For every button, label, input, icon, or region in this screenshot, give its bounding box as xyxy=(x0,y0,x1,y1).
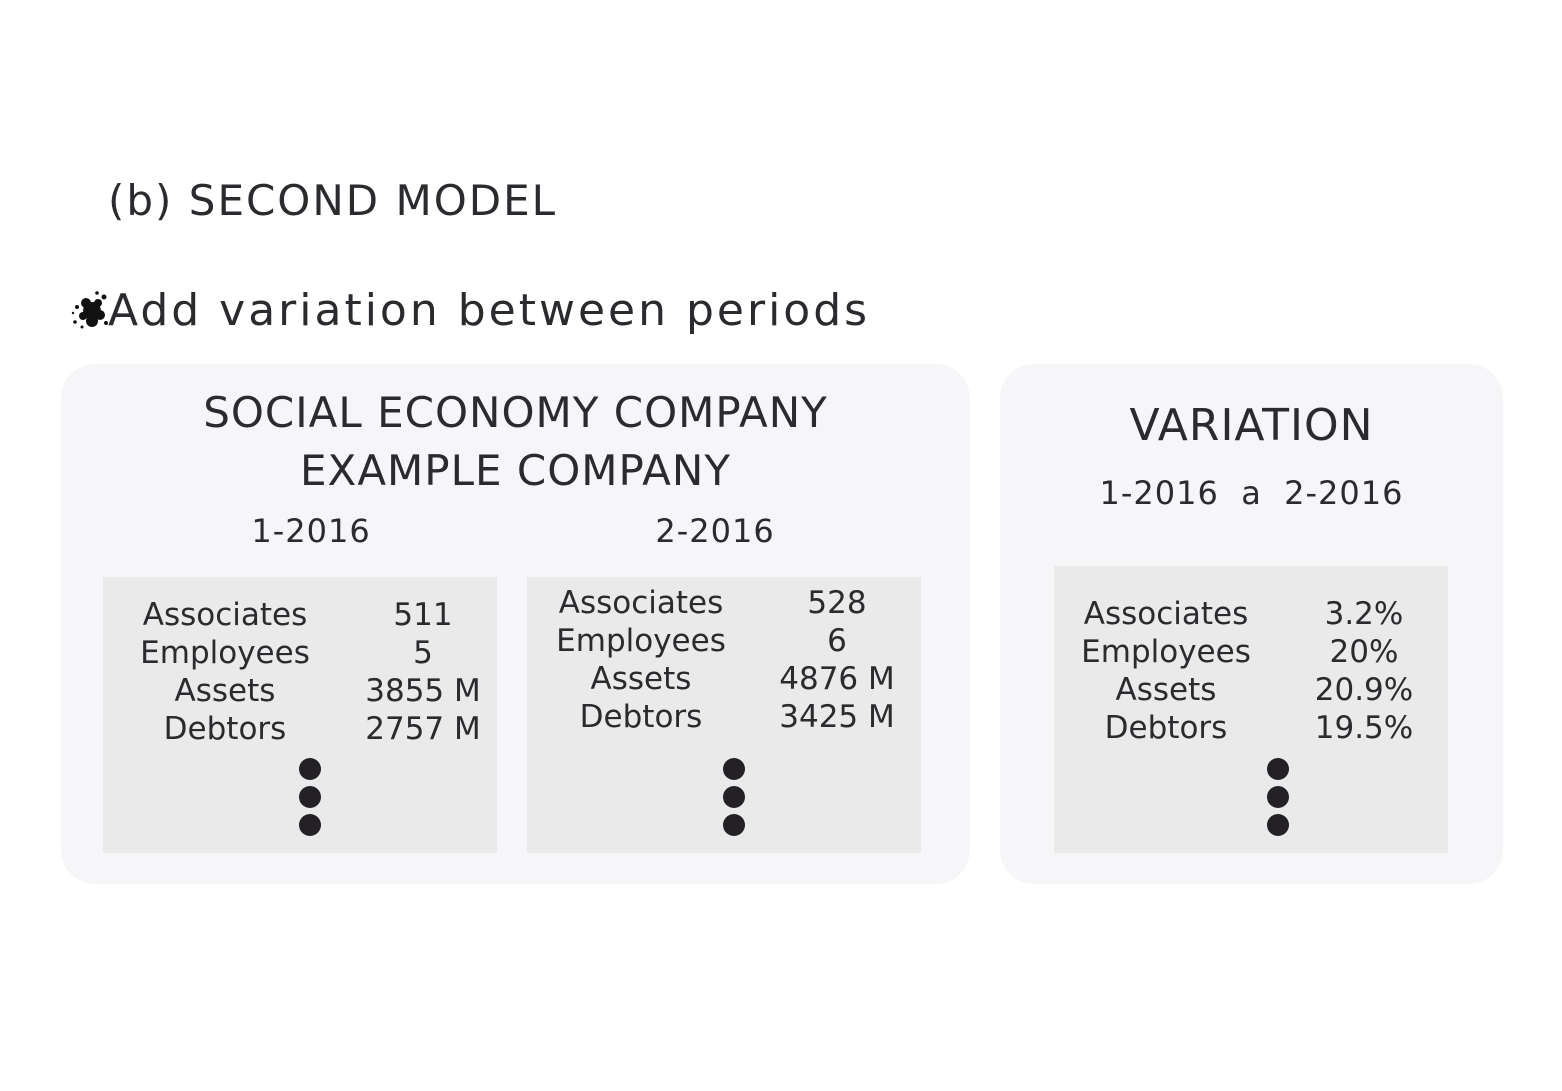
data-row: Assets 20.9% xyxy=(1054,672,1448,710)
row-label: Employees xyxy=(1081,634,1251,670)
period-box: Associates 511 Employees 5 Assets 3855 M… xyxy=(103,577,497,853)
row-value: 20% xyxy=(1329,634,1399,670)
section-heading: (b) SECOND MODEL xyxy=(108,176,558,225)
row-value: 511 xyxy=(393,597,453,633)
period-label: 2-2016 xyxy=(655,512,775,550)
company-name-title: EXAMPLE COMPANY xyxy=(300,446,731,495)
variation-title: VARIATION xyxy=(1129,400,1374,451)
period-box: Associates 528 Employees 6 Assets 4876 M… xyxy=(527,577,921,853)
row-label: Associates xyxy=(558,585,724,621)
data-row: Debtors 3425 M xyxy=(527,699,921,737)
row-label: Debtors xyxy=(163,711,287,747)
row-value: 4876 M xyxy=(779,661,895,697)
row-label: Employees xyxy=(140,635,310,671)
data-row: Employees 20% xyxy=(1054,634,1448,672)
row-value: 3425 M xyxy=(779,699,895,735)
bullet-item: Add variation between periods xyxy=(70,282,870,338)
variation-panel: VARIATION 1-2016 a 2-2016 Associates 3.2… xyxy=(1000,364,1503,884)
row-value: 3.2% xyxy=(1324,596,1404,632)
data-row: Debtors 19.5% xyxy=(1054,710,1448,748)
row-label: Employees xyxy=(556,623,726,659)
period-label: 1-2016 xyxy=(251,512,371,550)
row-label: Debtors xyxy=(1104,710,1228,746)
row-label: Assets xyxy=(174,673,276,709)
row-value: 20.9% xyxy=(1314,672,1414,708)
row-label: Debtors xyxy=(579,699,703,735)
row-label: Associates xyxy=(1083,596,1249,632)
data-row: Associates 528 xyxy=(527,585,921,623)
ellipsis-dots-icon xyxy=(299,758,321,842)
ellipsis-dots-icon xyxy=(723,758,745,842)
row-label: Assets xyxy=(1115,672,1217,708)
company-type-title: SOCIAL ECONOMY COMPANY xyxy=(203,388,828,437)
row-value: 6 xyxy=(827,623,847,659)
row-label: Associates xyxy=(142,597,308,633)
data-row: Associates 511 xyxy=(103,597,497,635)
bullet-text: Add variation between periods xyxy=(108,284,871,336)
data-row: Employees 6 xyxy=(527,623,921,661)
company-panel: SOCIAL ECONOMY COMPANY EXAMPLE COMPANY 1… xyxy=(61,364,970,884)
row-value: 2757 M xyxy=(365,711,481,747)
data-row: Employees 5 xyxy=(103,635,497,673)
row-value: 5 xyxy=(413,635,433,671)
variation-range: 1-2016 a 2-2016 xyxy=(1099,474,1404,512)
ink-splat-icon xyxy=(71,291,108,329)
row-value: 528 xyxy=(807,585,867,621)
row-value: 19.5% xyxy=(1314,710,1414,746)
data-row: Debtors 2757 M xyxy=(103,711,497,749)
row-value: 3855 M xyxy=(365,673,481,709)
data-row: Associates 3.2% xyxy=(1054,596,1448,634)
variation-box: Associates 3.2% Employees 20% Assets 20.… xyxy=(1054,566,1448,853)
row-label: Assets xyxy=(590,661,692,697)
data-row: Assets 3855 M xyxy=(103,673,497,711)
ellipsis-dots-icon xyxy=(1267,758,1289,842)
data-row: Assets 4876 M xyxy=(527,661,921,699)
